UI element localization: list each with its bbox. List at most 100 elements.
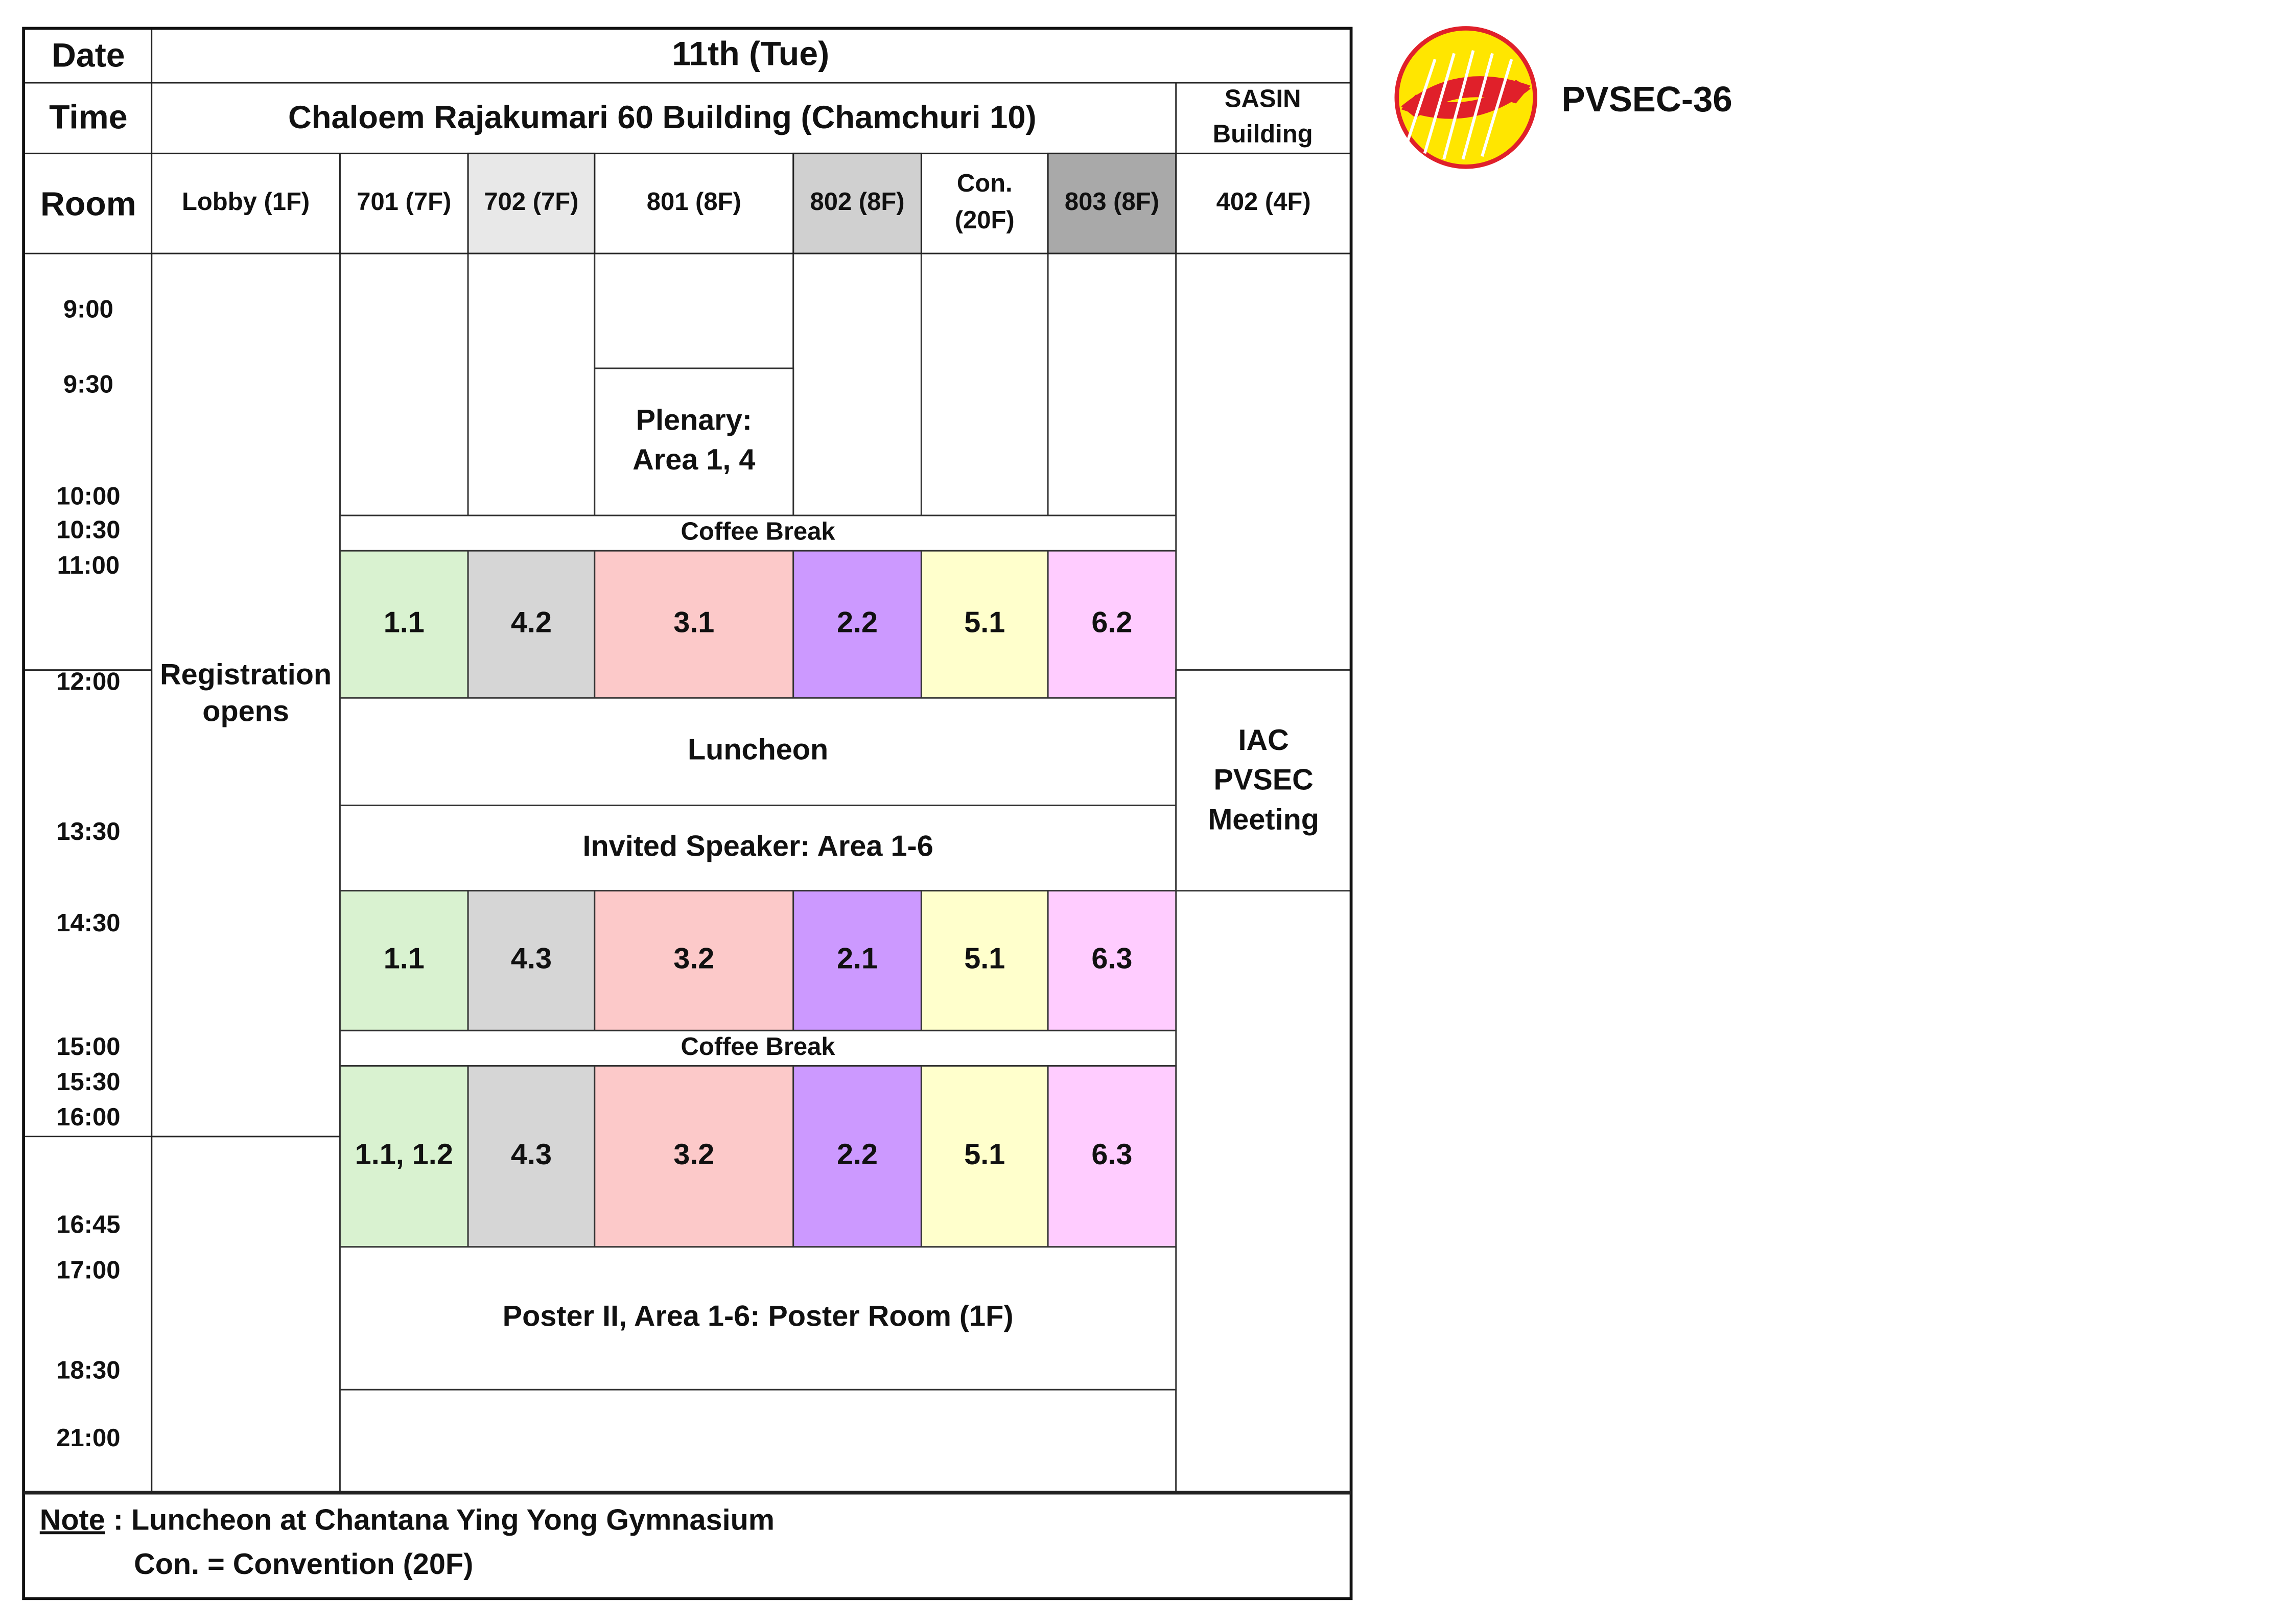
time-label: 13:30 [56,818,120,845]
cell [339,805,1177,892]
session-label: Invited Speaker: Area 1-6 [582,830,933,862]
cell [920,252,1049,516]
time-label: 15:00 [56,1033,120,1061]
cell [792,252,922,516]
logo-swoosh [1401,80,1531,119]
session-label: Coffee Break [681,518,836,546]
cell [792,1065,922,1248]
session-label: 5.1 [964,606,1005,639]
cell [467,252,596,516]
time-label: 16:00 [56,1103,120,1131]
session-label: 2.1 [837,943,878,975]
cell [594,550,794,699]
cell [594,252,794,369]
cell [1175,669,1352,892]
session-label: 4.3 [511,1138,552,1171]
session-label: 6.2 [1091,606,1132,639]
cell [594,367,794,516]
room-label: 702 (7F) [484,188,578,216]
cell [920,1065,1049,1248]
date-label: Date [52,37,125,75]
session-label: 5.1 [964,943,1005,975]
cell [1047,550,1177,699]
room-label: 402 (4F) [1216,188,1311,216]
session-label: 5.1 [964,1138,1005,1171]
cell [339,1388,1177,1494]
cell [920,890,1049,1031]
session-label: opens [202,695,289,728]
note-line: Note : Luncheon at Chantana Ying Yong Gy… [40,1504,775,1537]
building: Chaloem Rajakumari 60 Building (Chamchur… [288,100,1037,135]
session-label: 2.2 [837,1138,878,1171]
cell [1047,252,1177,516]
cell [1047,890,1177,1031]
session-label: Meeting [1208,803,1319,836]
cell [339,514,1177,552]
sasin-label: Building [1213,121,1313,148]
time-label: 16:45 [56,1211,120,1238]
note-label: Note [40,1504,105,1537]
cell [339,1246,1177,1391]
room-label: 803 (8F) [1065,188,1159,216]
time-label: Time [49,99,127,136]
cell [151,252,341,1138]
session-label: Poster II, Area 1-6: Poster Room (1F) [503,1300,1014,1333]
room-label: Room [40,185,136,223]
logo-swoosh [1401,76,1531,119]
session-label: PVSEC [1213,764,1313,796]
cell [792,890,922,1031]
time-label: 14:30 [56,909,120,937]
cell [792,550,922,699]
room-label: (20F) [955,206,1015,234]
session-label: 1.1 [384,606,425,639]
cell [339,697,1177,806]
session-label: IAC [1238,724,1289,757]
cell [1175,252,1352,671]
time-label: 21:00 [56,1424,120,1452]
cell [339,252,469,516]
cell [594,890,794,1031]
cell [467,890,596,1031]
cell [920,550,1049,699]
session-label: Registration [160,658,332,691]
logo-stripes [1404,50,1513,160]
time-label: 17:00 [56,1257,120,1284]
session-label: 4.2 [511,606,552,639]
cell [594,1065,794,1248]
cell [467,1065,596,1248]
session-label: 3.2 [673,943,714,975]
session-label: 1.1 [384,943,425,975]
time-label: 10:30 [56,516,120,544]
room-label: 701 (7F) [357,188,451,216]
sasin-label: SASIN [1225,85,1301,113]
room-label: 802 (8F) [810,188,905,216]
cell [339,550,469,699]
room-label: 801 (8F) [647,188,741,216]
cell [339,890,469,1031]
session-label: 6.3 [1091,943,1132,975]
logo-title: PVSEC-36 [1561,79,1732,119]
cell [1175,890,1352,1494]
session-label: Coffee Break [681,1033,836,1061]
session-label: 6.3 [1091,1138,1132,1171]
session-label: 1.1, 1.2 [355,1138,453,1171]
logo: PVSEC-36 [1394,26,1732,169]
cell [151,1136,341,1494]
session-label: 3.2 [673,1138,714,1171]
note-line: Con. = Convention (20F) [134,1548,473,1581]
time-label: 11:00 [57,552,120,579]
session-label: 4.3 [511,943,552,975]
room-label: Lobby (1F) [182,188,310,216]
time-label: 15:30 [56,1068,120,1096]
time-label: 9:00 [63,296,113,323]
time-label: 12:00 [56,668,120,695]
session-label: Luncheon [688,734,828,766]
cell [339,1029,1177,1067]
cell [1047,1065,1177,1248]
time-label: 18:30 [56,1357,120,1384]
cell [339,1065,469,1248]
table-frame [22,27,1353,1601]
time-label: 9:30 [63,370,113,398]
